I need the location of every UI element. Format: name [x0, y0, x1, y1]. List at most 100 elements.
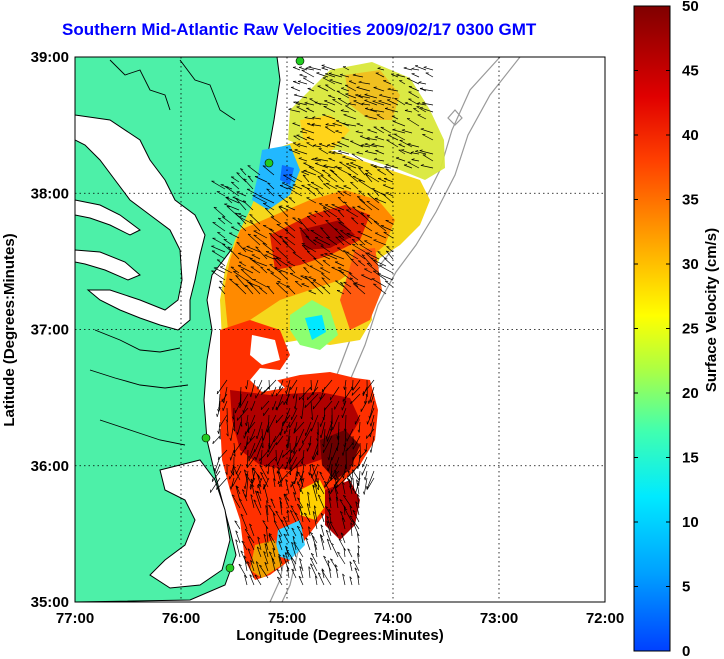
velocity-arrowhead — [236, 417, 239, 421]
velocity-arrow — [240, 513, 248, 530]
velocity-arrow — [233, 442, 236, 457]
velocity-arrowhead — [335, 481, 337, 486]
velocity-arrow — [292, 142, 301, 148]
velocity-arrow — [303, 267, 310, 274]
velocity-arrowhead — [295, 281, 299, 283]
velocity-arrowhead — [318, 143, 322, 145]
velocity-arrowhead — [358, 167, 362, 169]
velocity-arrow — [263, 407, 270, 417]
velocity-arrowhead — [290, 468, 293, 472]
velocity-arrow — [370, 257, 380, 267]
velocity-arrowhead — [273, 520, 277, 523]
velocity-arrow — [224, 203, 240, 211]
velocity-arrow — [275, 247, 289, 260]
velocity-arrowhead — [349, 277, 354, 280]
velocity-arrowhead — [349, 576, 353, 580]
velocity-arrowhead — [272, 547, 276, 551]
velocity-arrow — [265, 505, 269, 523]
velocity-arrowhead — [418, 81, 422, 83]
velocity-arrowhead — [263, 533, 267, 537]
velocity-arrowhead — [343, 250, 347, 252]
velocity-arrow — [359, 449, 368, 459]
velocity-arrow — [259, 465, 269, 481]
velocity-arrow — [246, 435, 256, 445]
velocity-arrow — [326, 515, 332, 530]
velocity-arrow — [329, 79, 343, 85]
velocity-arrow — [349, 576, 353, 586]
velocity-arrow — [290, 456, 305, 472]
velocity-arrowhead — [243, 200, 247, 202]
velocity-arrow — [379, 94, 392, 99]
velocity-arrowhead — [243, 485, 246, 490]
velocity-arrow — [292, 122, 301, 127]
velocity-arrowhead — [352, 510, 356, 513]
velocity-arrowhead — [282, 554, 286, 557]
velocity-arrowhead — [367, 193, 371, 195]
velocity-arrow — [357, 574, 360, 586]
velocity-arrowhead — [297, 483, 301, 486]
velocity-arrow — [243, 555, 248, 572]
velocity-arrow — [240, 550, 248, 565]
velocity-arrowhead — [314, 101, 318, 104]
velocity-arrow — [247, 548, 255, 565]
velocity-arrow — [293, 421, 305, 434]
velocity-arrow — [211, 245, 226, 253]
velocity-arrow — [250, 478, 255, 495]
velocity-arrow — [240, 168, 247, 176]
velocity-arrowhead — [314, 543, 317, 547]
velocity-arrowhead — [330, 477, 332, 481]
velocity-arrow — [306, 123, 315, 127]
velocity-arrowhead — [348, 102, 352, 105]
velocity-arrow — [308, 166, 324, 176]
velocity-arrow — [372, 270, 387, 281]
velocity-arrowhead — [342, 573, 345, 577]
velocity-arrowhead — [355, 501, 358, 505]
velocity-arrow — [286, 428, 291, 448]
velocity-arrow — [262, 165, 275, 176]
velocity-arrow — [266, 414, 277, 433]
velocity-arrowhead — [337, 209, 341, 212]
velocity-arrow — [252, 279, 268, 288]
velocity-arrowhead — [268, 533, 272, 536]
velocity-arrow — [312, 442, 319, 460]
velocity-arrowhead — [355, 130, 359, 133]
colorbar-tick-label: 45 — [682, 63, 699, 80]
velocity-arrow — [342, 442, 347, 456]
velocity-arrow — [325, 84, 336, 92]
velocity-arrowhead — [374, 136, 378, 138]
velocity-arrowhead — [275, 247, 279, 249]
velocity-arrow — [244, 470, 249, 489]
velocity-arrowhead — [263, 551, 267, 554]
velocity-arrowhead — [299, 227, 303, 229]
velocity-arrowhead — [293, 406, 296, 410]
velocity-arrow — [263, 551, 269, 565]
velocity-arrowhead — [235, 539, 238, 543]
colorbar-label: Surface Velocity (cm/s) — [703, 228, 720, 392]
velocity-arrowhead — [297, 497, 301, 500]
velocity-arrow — [289, 456, 298, 471]
velocity-arrowhead — [261, 391, 263, 395]
velocity-arrow — [255, 386, 263, 399]
velocity-arrow — [320, 414, 326, 427]
velocity-arrowhead — [320, 524, 324, 528]
velocity-arrowhead — [244, 494, 247, 498]
velocity-arrow — [237, 421, 242, 435]
velocity-arrowhead — [249, 220, 253, 222]
velocity-arrowhead — [352, 73, 356, 76]
velocity-arrow — [359, 199, 373, 211]
velocity-arrow — [266, 268, 275, 274]
velocity-arrow — [291, 542, 297, 558]
velocity-arrow — [331, 267, 345, 274]
velocity-arrow — [338, 235, 352, 246]
velocity-arrowhead — [338, 538, 342, 541]
velocity-arrowhead — [315, 575, 318, 579]
velocity-arrow — [210, 477, 221, 493]
velocity-arrowhead — [328, 94, 332, 97]
x-axis-label: Longitude (Degrees:Minutes) — [236, 627, 444, 644]
velocity-arrow — [244, 575, 248, 586]
velocity-arrowhead — [299, 477, 303, 481]
velocity-arrow — [306, 215, 317, 225]
velocity-arrow — [216, 379, 228, 395]
velocity-arrow — [348, 103, 357, 106]
velocity-arrowhead — [335, 485, 338, 489]
